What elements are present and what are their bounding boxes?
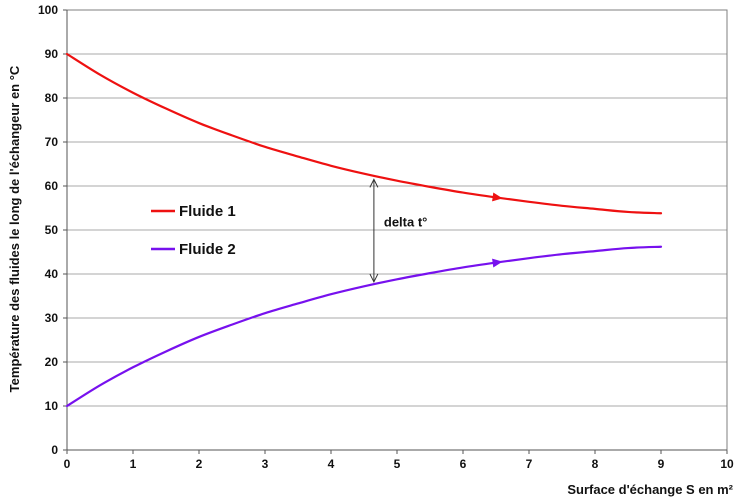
legend-label-2: Fluide 2 [179,241,236,258]
y-tick-label: 50 [45,223,59,237]
annotations: delta t° [369,178,427,284]
series-lines [65,52,663,408]
y-tick-label: 0 [51,443,58,457]
x-tick-label: 2 [196,457,203,471]
y-tick-label: 20 [45,355,59,369]
x-tick-label: 4 [328,457,335,471]
x-tick-label: 0 [64,457,71,471]
x-axis-title: Surface d'échange S en m² [567,482,733,497]
y-tick-label: 80 [45,91,59,105]
y-tick-label: 60 [45,179,59,193]
legend: Fluide 1 Fluide 2 [151,203,236,258]
tick-labels: 0 10 20 30 40 50 60 70 80 90 100 0 1 2 3 4 5 6 7 8 9 10 [38,3,734,471]
x-tick-label: 6 [460,457,467,471]
x-tick-label: 3 [262,457,269,471]
x-tick-label: 7 [526,457,533,471]
delta-arrow-head-top [369,178,379,188]
y-tick-label: 30 [45,311,59,325]
x-tick-label: 1 [130,457,137,471]
direction-arrow-2 [492,258,503,268]
y-axis-title: Température des fluides le long de l'éch… [7,65,22,392]
series-line-2 [65,245,663,408]
delta-t-label: delta t° [384,215,427,230]
y-tick-label: 70 [45,135,59,149]
x-tick-label: 9 [658,457,665,471]
axes [63,9,728,454]
y-tick-label: 100 [38,3,58,17]
x-tick-label: 5 [394,457,401,471]
direction-arrow-1 [492,192,503,202]
y-tick-label: 40 [45,267,59,281]
delta-arrow-head-bottom [369,273,379,284]
series-line-1 [65,52,663,215]
x-tick-label: 10 [720,457,734,471]
legend-label-1: Fluide 1 [179,203,236,220]
y-tick-label: 90 [45,47,59,61]
y-tick-label: 10 [45,399,59,413]
gridlines [67,9,727,407]
x-tick-label: 8 [592,457,599,471]
